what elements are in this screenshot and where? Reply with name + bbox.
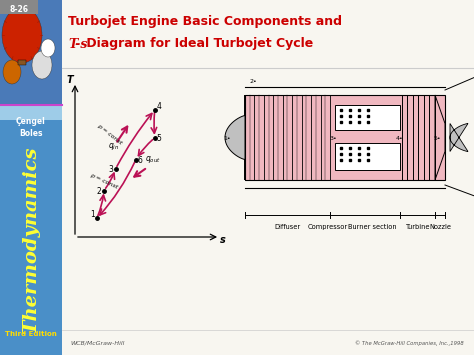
Text: Thermodynamics: Thermodynamics [22,146,40,334]
Text: p = const: p = const [96,124,123,146]
Text: 8-26: 8-26 [9,5,28,13]
FancyBboxPatch shape [0,120,62,355]
Text: p = const: p = const [89,173,119,190]
Ellipse shape [2,7,42,63]
Text: 4: 4 [156,102,161,111]
Text: Turbine: Turbine [406,224,431,230]
Text: © The McGraw-Hill Companies, Inc.,1998: © The McGraw-Hill Companies, Inc.,1998 [355,340,464,346]
Text: 2•: 2• [249,79,257,84]
Ellipse shape [3,60,21,84]
Text: Compressor: Compressor [308,224,347,230]
Text: Boles: Boles [19,129,43,137]
Text: Third Edition: Third Edition [5,331,57,337]
FancyBboxPatch shape [245,95,445,180]
FancyBboxPatch shape [0,105,62,120]
FancyBboxPatch shape [0,0,38,14]
Text: s: s [220,235,226,245]
FancyBboxPatch shape [0,0,62,105]
Text: 5: 5 [156,134,161,143]
Ellipse shape [32,51,52,79]
Text: 6: 6 [137,156,142,165]
Text: 5•: 5• [433,136,441,141]
Text: Diagram for Ideal Turbojet Cycle: Diagram for Ideal Turbojet Cycle [82,38,313,50]
Polygon shape [225,95,245,180]
Text: 1: 1 [91,210,95,219]
Text: 6•: 6• [473,126,474,131]
Polygon shape [450,124,468,152]
FancyBboxPatch shape [335,105,400,130]
FancyBboxPatch shape [335,142,400,170]
Text: Burner section: Burner section [348,224,397,230]
Text: 2: 2 [97,187,101,196]
Text: 3•: 3• [329,136,337,141]
Text: $q_{in}$: $q_{in}$ [108,141,119,152]
Text: $q_{out}$: $q_{out}$ [146,154,161,165]
Text: WCB/McGraw-Hill: WCB/McGraw-Hill [70,340,124,345]
Ellipse shape [41,39,55,57]
Polygon shape [435,95,445,180]
Text: 1•: 1• [223,136,231,141]
Text: Diffuser: Diffuser [274,224,301,230]
Text: 3: 3 [108,165,113,174]
FancyBboxPatch shape [0,0,62,105]
Text: Nozzle: Nozzle [429,224,451,230]
FancyBboxPatch shape [18,60,26,65]
Text: 4•: 4• [396,136,404,141]
Text: T: T [67,75,73,85]
FancyBboxPatch shape [62,0,474,355]
Text: Turbojet Engine Basic Components and: Turbojet Engine Basic Components and [68,16,342,28]
Text: Çengel: Çengel [16,118,46,126]
Text: T-s: T-s [68,38,87,50]
